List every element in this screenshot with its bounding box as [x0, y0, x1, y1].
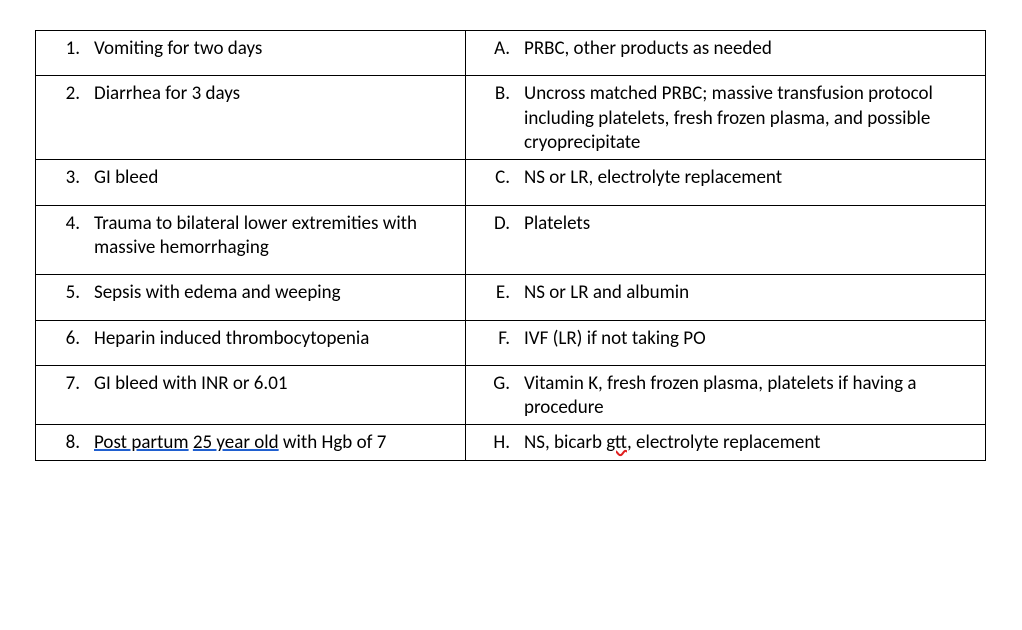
right-cell: H.NS, bicarb gtt, electrolyte replacemen…	[466, 425, 986, 460]
matching-table: 1.Vomiting for two daysA.PRBC, other pro…	[35, 30, 986, 461]
left-marker: 1.	[36, 37, 94, 61]
left-content: GI bleed	[94, 166, 465, 190]
left-cell: 2.Diarrhea for 3 days	[36, 76, 466, 160]
left-cell: 8.Post partum 25 year old with Hgb of 7	[36, 425, 466, 460]
right-content: IVF (LR) if not taking PO	[524, 327, 985, 351]
right-cell: D.Platelets	[466, 205, 986, 275]
table-row: 5.Sepsis with edema and weepingE.NS or L…	[36, 275, 986, 320]
table-row: 1.Vomiting for two daysA.PRBC, other pro…	[36, 31, 986, 76]
left-cell: 4.Trauma to bilateral lower extremities …	[36, 205, 466, 275]
right-cell: C.NS or LR, electrolyte replacement	[466, 160, 986, 205]
left-content: Trauma to bilateral lower extremities wi…	[94, 212, 465, 261]
right-content: NS or LR and albumin	[524, 281, 985, 305]
right-marker: C.	[466, 166, 524, 190]
table-row: 4.Trauma to bilateral lower extremities …	[36, 205, 986, 275]
right-content: Vitamin K, fresh frozen plasma, platelet…	[524, 372, 985, 421]
left-marker: 5.	[36, 281, 94, 305]
left-cell: 3.GI bleed	[36, 160, 466, 205]
left-marker: 2.	[36, 82, 94, 106]
right-cell: G.Vitamin K, fresh frozen plasma, platel…	[466, 365, 986, 425]
left-cell: 5.Sepsis with edema and weeping	[36, 275, 466, 320]
right-content: NS or LR, electrolyte replacement	[524, 166, 985, 190]
right-marker: B.	[466, 82, 524, 155]
left-cell: 6.Heparin induced thrombocytopenia	[36, 320, 466, 365]
left-marker: 3.	[36, 166, 94, 190]
left-content: Diarrhea for 3 days	[94, 82, 465, 106]
left-content: GI bleed with INR or 6.01	[94, 372, 465, 396]
left-content: Heparin induced thrombocytopenia	[94, 327, 465, 351]
left-marker: 6.	[36, 327, 94, 351]
table-row: 3.GI bleedC.NS or LR, electrolyte replac…	[36, 160, 986, 205]
left-marker: 7.	[36, 372, 94, 396]
left-marker: 8.	[36, 431, 94, 455]
right-content: Uncross matched PRBC; massive transfusio…	[524, 82, 985, 155]
right-content: NS, bicarb gtt, electrolyte replacement	[524, 431, 985, 455]
table-body: 1.Vomiting for two daysA.PRBC, other pro…	[36, 31, 986, 461]
right-cell: F.IVF (LR) if not taking PO	[466, 320, 986, 365]
table-row: 8.Post partum 25 year old with Hgb of 7H…	[36, 425, 986, 460]
right-marker: F.	[466, 327, 524, 351]
right-marker: D.	[466, 212, 524, 236]
right-marker: A.	[466, 37, 524, 61]
left-cell: 7.GI bleed with INR or 6.01	[36, 365, 466, 425]
left-content: Vomiting for two days	[94, 37, 465, 61]
table-row: 2.Diarrhea for 3 daysB.Uncross matched P…	[36, 76, 986, 160]
right-cell: E.NS or LR and albumin	[466, 275, 986, 320]
left-content: Sepsis with edema and weeping	[94, 281, 465, 305]
table-row: 7.GI bleed with INR or 6.01G.Vitamin K, …	[36, 365, 986, 425]
right-marker: E.	[466, 281, 524, 305]
right-cell: B.Uncross matched PRBC; massive transfus…	[466, 76, 986, 160]
right-marker: G.	[466, 372, 524, 421]
left-marker: 4.	[36, 212, 94, 261]
right-marker: H.	[466, 431, 524, 455]
left-content: Post partum 25 year old with Hgb of 7	[94, 431, 465, 455]
right-content: PRBC, other products as needed	[524, 37, 985, 61]
right-cell: A.PRBC, other products as needed	[466, 31, 986, 76]
right-content: Platelets	[524, 212, 985, 236]
left-cell: 1.Vomiting for two days	[36, 31, 466, 76]
table-row: 6.Heparin induced thrombocytopeniaF.IVF …	[36, 320, 986, 365]
